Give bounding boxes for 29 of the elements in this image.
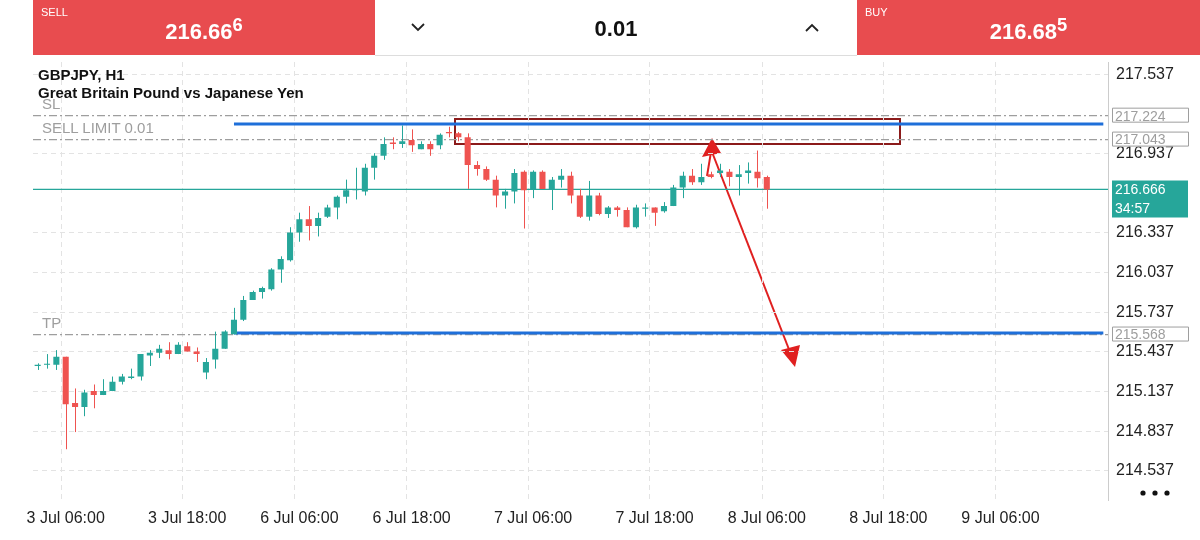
text: BUY xyxy=(865,6,888,18)
y-tick-label: 215.437 xyxy=(1116,342,1174,360)
x-tick-label: 8 Jul 18:00 xyxy=(849,508,928,526)
text: 216.68$^{5}$ xyxy=(989,14,1068,45)
text: 216.66$^{6}$ xyxy=(165,14,243,45)
text: SELL xyxy=(41,6,68,18)
x-tick-label: 8 Jul 06:00 xyxy=(727,508,807,526)
text: 34:57 xyxy=(1115,200,1151,217)
x-tick-label: 7 Jul 18:00 xyxy=(615,508,694,526)
y-tick-label: 215.137 xyxy=(1116,381,1174,399)
x-tick-label: 6 Jul 06:00 xyxy=(260,508,339,526)
x-tick-label: 9 Jul 06:00 xyxy=(961,508,1040,526)
chart-title: GBPJPY, H1 xyxy=(38,66,126,84)
ref-line-label: SELL LIMIT 0.01 xyxy=(42,119,154,137)
y-tick-label: 217.537 xyxy=(1116,64,1174,82)
x-tick-label: 6 Jul 18:00 xyxy=(372,508,451,526)
y-tick-label: 216.337 xyxy=(1116,223,1174,241)
text: 0.01 xyxy=(593,16,639,42)
x-tick-label: 3 Jul 18:00 xyxy=(148,508,227,526)
ref-line-label: TP xyxy=(42,314,62,332)
x-tick-label: 3 Jul 06:00 xyxy=(26,508,105,526)
text: 217.224 xyxy=(1115,107,1166,124)
y-tick-label: 216.037 xyxy=(1116,262,1174,280)
y-tick-label: 214.537 xyxy=(1116,461,1174,479)
y-tick-label: 215.737 xyxy=(1116,302,1174,320)
text: 215.568 xyxy=(1115,326,1166,343)
x-tick-label: 7 Jul 06:00 xyxy=(493,508,573,526)
text: 216.666 xyxy=(1115,181,1166,198)
y-tick-label: 214.837 xyxy=(1116,421,1174,439)
